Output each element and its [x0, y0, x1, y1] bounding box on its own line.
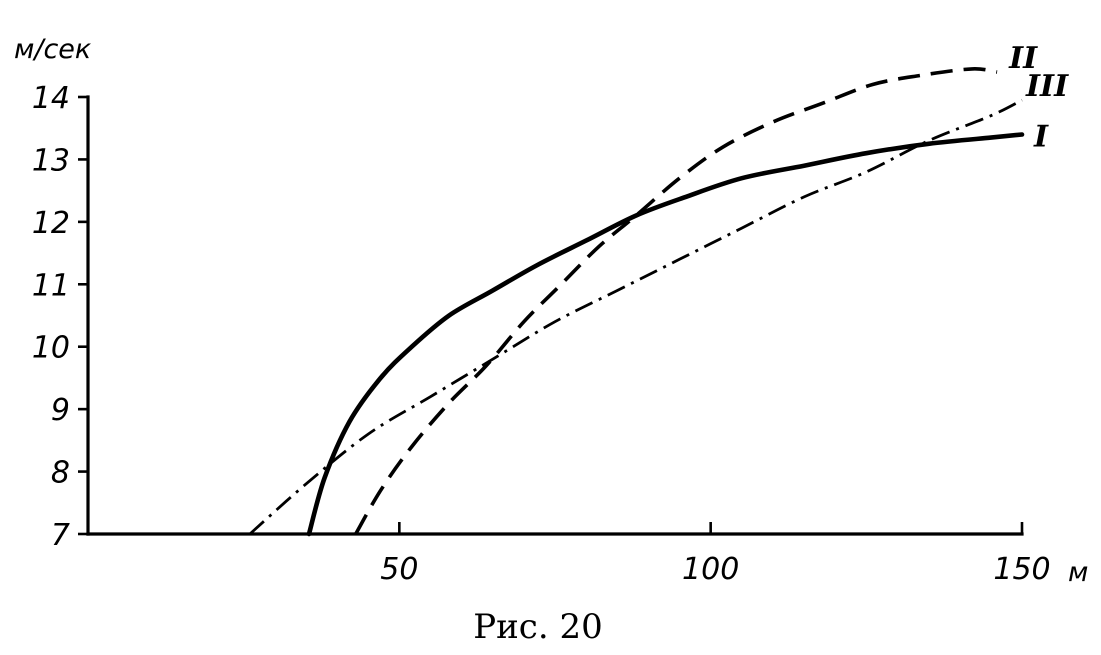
- series-line-I: [306, 132, 1025, 537]
- y-tick-label: 13: [32, 143, 70, 178]
- axes: [86, 95, 1024, 536]
- y-tick-label: 10: [32, 331, 70, 366]
- y-tick-label: 12: [32, 206, 70, 241]
- labels: м/сек м Рис. 20: [14, 34, 1088, 647]
- x-tick-label: 100: [682, 552, 739, 587]
- series-line-III: [248, 98, 1023, 536]
- figure-caption: Рис. 20: [473, 607, 602, 647]
- y-tick-label: 9: [51, 393, 70, 428]
- x-tick-label: 50: [380, 552, 418, 587]
- series-label-II: II: [1008, 41, 1038, 76]
- y-tick-label: 7: [51, 518, 70, 553]
- series-line-II: [354, 67, 998, 535]
- y-axis-unit-label: м/сек: [14, 34, 92, 65]
- series-label-III: III: [1025, 69, 1069, 104]
- y-tick-label: 14: [32, 81, 70, 116]
- ticks: 14 13 12 11 10 9 8 7 50 100 150: [32, 81, 1051, 587]
- y-tick-label: 11: [32, 268, 70, 303]
- x-axis-unit-label: м: [1068, 557, 1088, 588]
- x-tick-label: 150: [993, 552, 1050, 587]
- y-tick-label: 8: [51, 456, 70, 491]
- series-label-I: I: [1033, 119, 1049, 154]
